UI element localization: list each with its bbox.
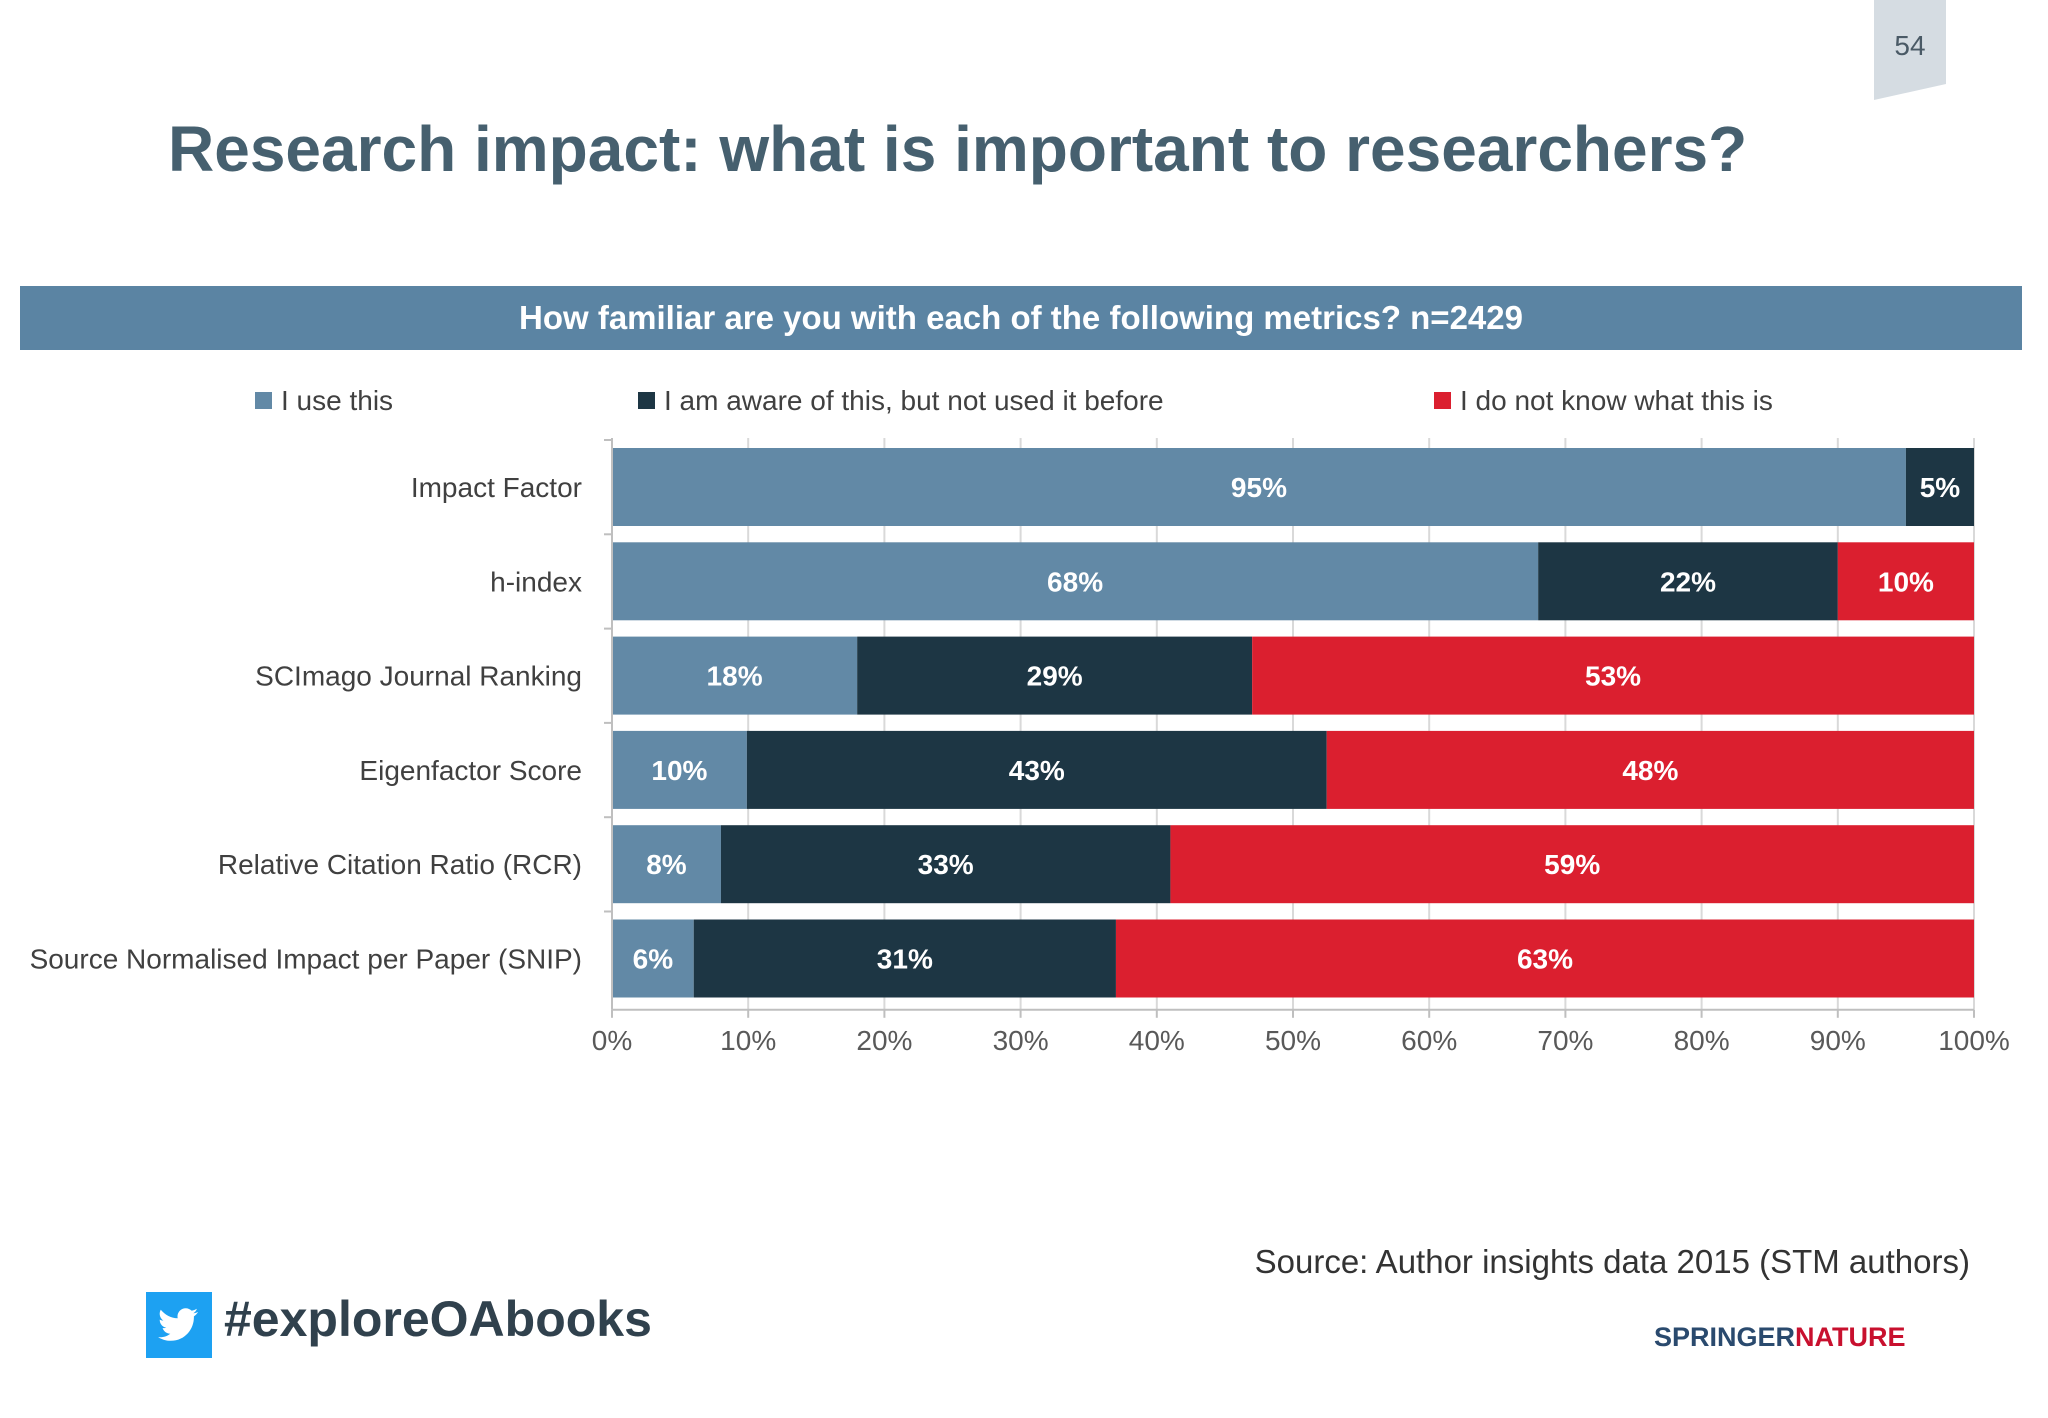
data-label: 10% (651, 755, 707, 786)
bar-segment (1538, 542, 1838, 621)
x-tick-label: 100% (1938, 1025, 2010, 1056)
bar-segment (720, 825, 1171, 904)
legend-label-2: I am aware of this, but not used it befo… (664, 385, 1164, 416)
data-label: 33% (918, 849, 974, 880)
data-label: 10% (1878, 566, 1934, 597)
category-label: h-index (490, 566, 582, 597)
bar-segment (1837, 542, 1974, 621)
springer-nature-logo: SPRINGERNATURE (1654, 1322, 1906, 1352)
x-tick-label: 20% (856, 1025, 912, 1056)
bar-segment (746, 730, 1327, 809)
x-tick-label: 80% (1674, 1025, 1730, 1056)
slide-title: Research impact: what is important to re… (168, 113, 1748, 185)
page-number: 54 (1894, 30, 1926, 61)
data-label: 6% (633, 944, 674, 975)
bar-segment (612, 448, 1906, 526)
bar-segment (1115, 919, 1974, 998)
data-label: 29% (1027, 661, 1083, 692)
bar-segment (612, 542, 1539, 621)
stacked-bar-chart: I use this I am aware of this, but not us… (30, 385, 2010, 1056)
category-label: Eigenfactor Score (359, 755, 582, 786)
category-label: Relative Citation Ratio (RCR) (218, 849, 582, 880)
legend-swatch-2 (638, 392, 655, 409)
bar-segment (693, 919, 1116, 998)
chart-legend: I use this I am aware of this, but not us… (255, 385, 1773, 416)
x-tick-label: 40% (1129, 1025, 1185, 1056)
data-label: 68% (1047, 566, 1103, 597)
page-number-tab (1874, 0, 1946, 100)
source-note: Source: Author insights data 2015 (STM a… (1254, 1243, 1970, 1280)
bar-segment (612, 636, 858, 715)
data-label: 22% (1660, 566, 1716, 597)
category-label: Source Normalised Impact per Paper (SNIP… (30, 944, 582, 975)
bar-segment (612, 730, 747, 809)
category-labels: Impact Factor h-index SCImago Journal Rank… (30, 439, 612, 975)
data-label: 5% (1920, 472, 1961, 503)
legend-label-3: I do not know what this is (1460, 385, 1773, 416)
data-label: 95% (1231, 472, 1287, 503)
x-tick-label: 50% (1265, 1025, 1321, 1056)
chart-title: How familiar are you with each of the fo… (20, 286, 2022, 350)
bar-segment (1326, 730, 1974, 809)
bar-segment (1252, 636, 1974, 715)
data-label: 18% (707, 661, 763, 692)
data-label: 63% (1517, 944, 1573, 975)
legend-swatch-1 (255, 392, 272, 409)
chart-grid (611, 438, 1975, 1010)
x-tick-label: 0% (592, 1025, 632, 1056)
bar-segment (1905, 448, 1974, 526)
data-label: 48% (1622, 755, 1678, 786)
twitter-icon[interactable] (146, 1292, 212, 1358)
chart-bars: 95% 5% 68% 22% 10% 18% 29% 53% 10% 43% 48% 8% 33% 59%… (612, 448, 1974, 998)
data-label: 59% (1544, 849, 1600, 880)
category-label: Impact Factor (411, 472, 582, 503)
legend-swatch-3 (1434, 392, 1451, 409)
x-tick-label: 90% (1810, 1025, 1866, 1056)
data-label: 8% (646, 849, 687, 880)
legend-label-1: I use this (281, 385, 393, 416)
bar-segment (612, 825, 721, 904)
x-axis: 0% 10% 20% 30% 40% 50% 60% 70% 80% 90% 100% (592, 438, 2010, 1056)
x-tick-label: 30% (993, 1025, 1049, 1056)
bar-segment (857, 636, 1253, 715)
data-label: 31% (877, 944, 933, 975)
bar-segment (1170, 825, 1974, 904)
x-tick-label: 10% (720, 1025, 776, 1056)
hashtag-text: #exploreOAbooks (224, 1291, 652, 1347)
data-label: 53% (1585, 661, 1641, 692)
x-tick-label: 70% (1537, 1025, 1593, 1056)
bar-segment (612, 919, 694, 998)
category-label: SCImago Journal Ranking (255, 661, 582, 692)
x-tick-label: 60% (1401, 1025, 1457, 1056)
data-label: 43% (1009, 755, 1065, 786)
